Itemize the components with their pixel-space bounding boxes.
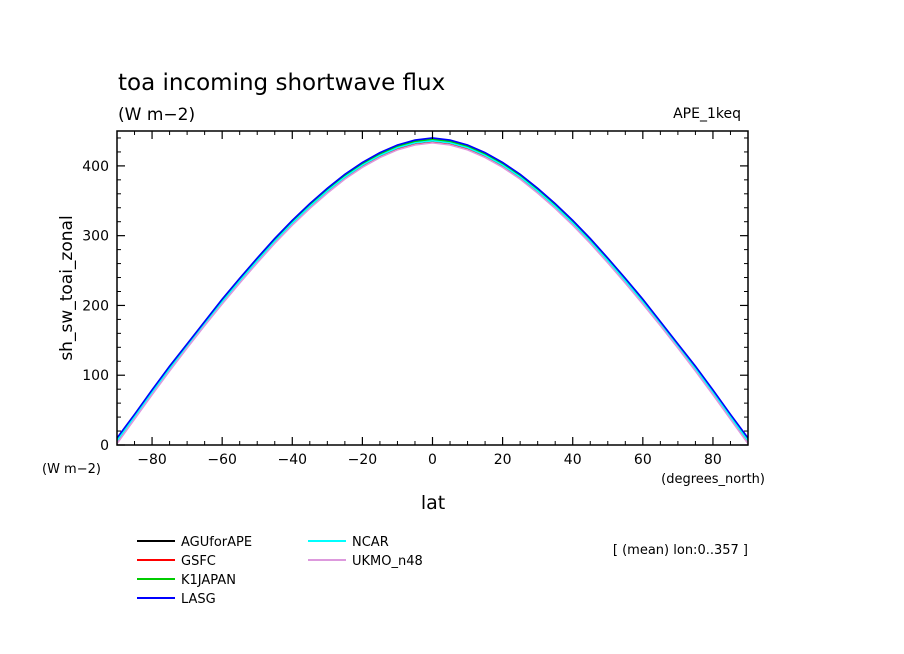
series-line-aguforape [117,138,748,440]
series-line-lasg [117,137,748,439]
x-tick-label: −60 [207,452,237,468]
plot-frame [116,130,749,446]
chart-title: toa incoming shortwave flux [118,70,445,96]
legend: AGUforAPE GSFC K1JAPAN LASG NCAR UKMO_n48 [137,535,423,607]
legend-entry-label: AGUforAPE [181,535,252,550]
legend-entry-label: K1JAPAN [181,573,236,588]
legend-entry-label: LASG [181,592,216,607]
legend-entry-label: NCAR [352,535,389,550]
run-label: APE_1keq [673,106,741,122]
y-tick-label: 400 [82,159,109,175]
series-line-ncar [117,139,748,442]
series-line-k1japan [117,138,748,440]
legend-entry-label: GSFC [181,554,216,569]
x-tick-label: −40 [278,452,308,468]
x-tick-label: 40 [564,452,582,468]
y-axis-units: (W m−2) [42,462,101,477]
x-tick-label: 80 [704,452,722,468]
series-line-gsfc [117,141,748,443]
x-tick-label: 0 [428,452,437,468]
x-tick-label: −20 [348,452,378,468]
x-tick-label: 20 [494,452,512,468]
x-axis-label: lat [421,492,445,514]
y-tick-label: 300 [82,229,109,245]
y-tick-label: 100 [82,368,109,384]
series-line-ukmo-n48 [117,142,748,445]
y-tick-label: 0 [100,438,109,454]
x-axis-units: (degrees_north) [661,472,765,487]
mean-note: [ (mean) lon:0..357 ] [613,543,748,558]
y-axis-label: sh_sw_toai_zonal [57,215,77,360]
x-tick-label: 60 [634,452,652,468]
x-tick-label: −80 [137,452,167,468]
chart-units: (W m−2) [118,105,195,125]
legend-entry-label: UKMO_n48 [352,554,423,569]
y-tick-label: 200 [82,298,109,314]
